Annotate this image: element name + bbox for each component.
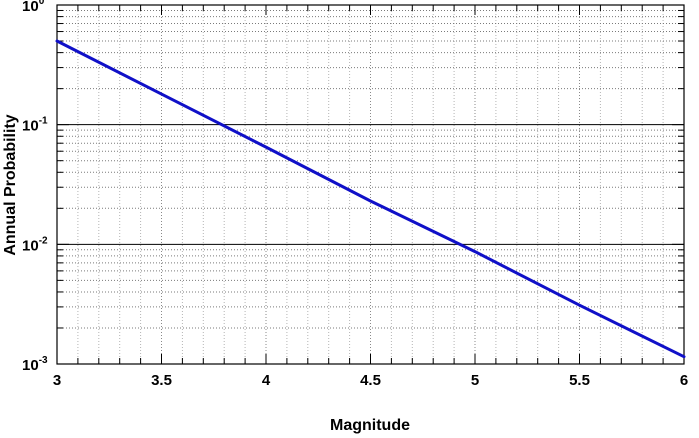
x-tick-label: 3 [53, 372, 61, 389]
y-axis-title: Annual Probability [2, 114, 19, 255]
y-tick-label: 100 [22, 0, 45, 15]
y-tick-label: 10-1 [22, 116, 48, 135]
x-tick-label: 5.5 [569, 372, 590, 389]
x-tick-label: 6 [680, 372, 688, 389]
y-tick-label: 10-3 [22, 355, 48, 374]
x-tick-label: 3.5 [151, 372, 172, 389]
x-tick-label: 5 [471, 372, 479, 389]
ticks [57, 5, 684, 365]
x-axis-title: Magnitude [330, 417, 410, 434]
x-tick-label: 4 [262, 372, 271, 389]
series-layer [55, 39, 686, 359]
plot-frame [56, 4, 685, 365]
x-tick-label: 4.5 [360, 372, 381, 389]
y-tick-label: 10-2 [22, 235, 48, 254]
tick-labels: 3 3.5 4 4.5 5 5.5 6 10-3 10-2 10-1 100 [22, 0, 688, 389]
